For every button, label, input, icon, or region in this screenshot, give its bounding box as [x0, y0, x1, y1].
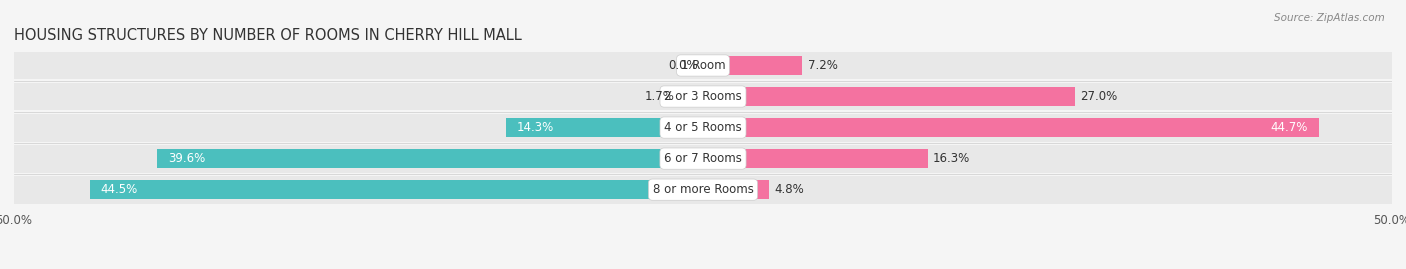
Bar [703, 149, 928, 168]
Bar [679, 87, 703, 106]
Bar [14, 83, 703, 111]
Text: 14.3%: 14.3% [517, 121, 554, 134]
Bar [703, 180, 769, 199]
Text: 16.3%: 16.3% [934, 152, 970, 165]
Text: 44.7%: 44.7% [1271, 121, 1308, 134]
Text: 0.0%: 0.0% [668, 59, 697, 72]
Text: Source: ZipAtlas.com: Source: ZipAtlas.com [1274, 13, 1385, 23]
Text: 2 or 3 Rooms: 2 or 3 Rooms [664, 90, 742, 103]
Text: 44.5%: 44.5% [101, 183, 138, 196]
Text: 8 or more Rooms: 8 or more Rooms [652, 183, 754, 196]
Bar [157, 149, 703, 168]
Text: 1.7%: 1.7% [644, 90, 673, 103]
Bar [14, 114, 703, 141]
Text: 1 Room: 1 Room [681, 59, 725, 72]
Bar [703, 176, 1392, 204]
Text: 4.8%: 4.8% [775, 183, 804, 196]
Bar [506, 118, 703, 137]
Bar [703, 83, 1392, 111]
Legend: Owner-occupied, Renter-occupied: Owner-occupied, Renter-occupied [578, 266, 828, 269]
Bar [703, 114, 1392, 141]
Bar [703, 118, 1319, 137]
Bar [703, 56, 803, 75]
Bar [703, 145, 1392, 173]
Bar [90, 180, 703, 199]
Text: 27.0%: 27.0% [1081, 90, 1118, 103]
Bar [14, 145, 703, 173]
Text: HOUSING STRUCTURES BY NUMBER OF ROOMS IN CHERRY HILL MALL: HOUSING STRUCTURES BY NUMBER OF ROOMS IN… [14, 28, 522, 43]
Bar [703, 87, 1076, 106]
Text: 7.2%: 7.2% [807, 59, 838, 72]
Bar [14, 52, 703, 79]
Bar [703, 52, 1392, 79]
Bar [14, 176, 703, 204]
Text: 6 or 7 Rooms: 6 or 7 Rooms [664, 152, 742, 165]
Text: 4 or 5 Rooms: 4 or 5 Rooms [664, 121, 742, 134]
Text: 39.6%: 39.6% [169, 152, 205, 165]
